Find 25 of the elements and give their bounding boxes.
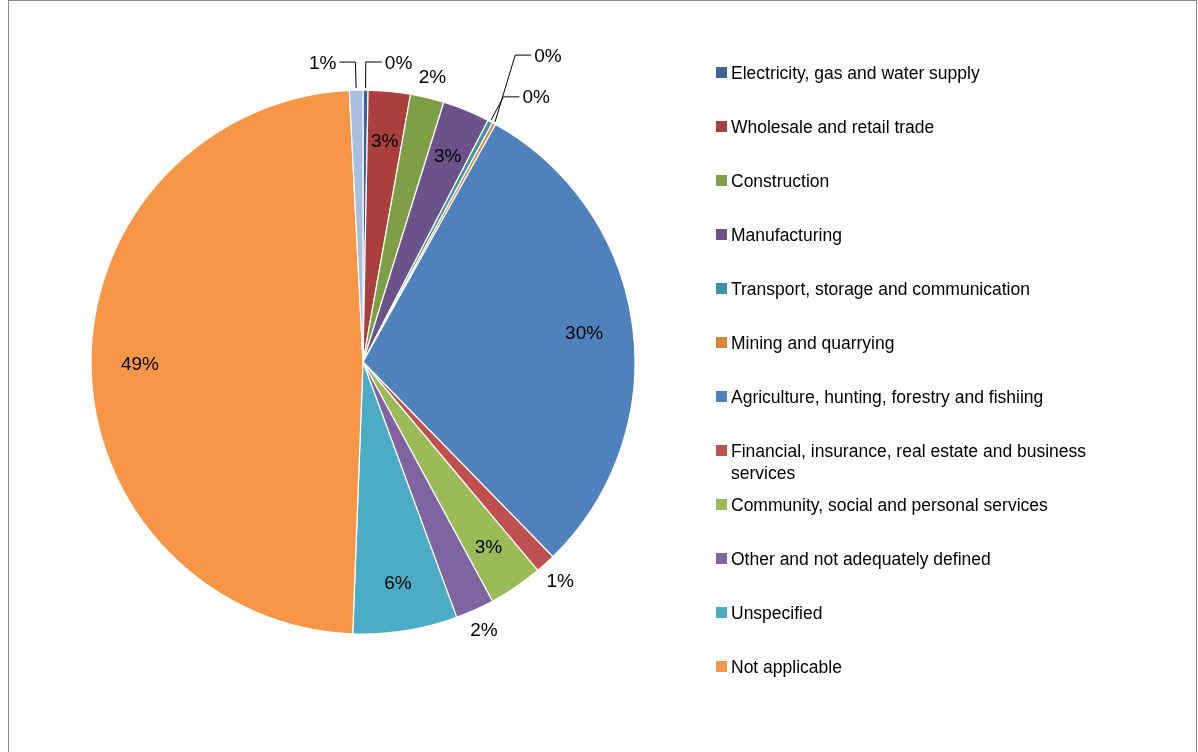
data-label: 1% <box>546 569 575 591</box>
data-label: 0% <box>522 86 550 108</box>
data-label: 2% <box>418 65 447 87</box>
legend-label: Other and not adequately defined <box>731 549 991 569</box>
data-label: 6% <box>384 571 412 593</box>
legend-label: Wholesale and retail trade <box>731 117 935 137</box>
data-label: 3% <box>474 535 503 557</box>
data-label: 49% <box>120 352 160 374</box>
legend-label: Electricity, gas and water supply <box>731 63 980 83</box>
data-label: 0% <box>534 44 562 66</box>
data-label: 2% <box>470 619 498 641</box>
legend-label: Community, social and personal services <box>731 495 1048 515</box>
legend-label: Mining and quarrying <box>731 333 895 353</box>
legend-label: Unspecified <box>731 603 823 623</box>
data-label: 0% <box>384 51 413 73</box>
legend-label: Construction <box>731 171 830 191</box>
legend-label: Financial, insurance, real estate and business services <box>731 441 1087 483</box>
data-label: 3% <box>433 145 462 167</box>
data-label: 30% <box>565 322 604 344</box>
legend-label: Agriculture, hunting, forestry and fishiing <box>731 387 1044 407</box>
data-label: 1% <box>308 51 337 73</box>
data-label: 3% <box>370 129 399 151</box>
legend-label: Not applicable <box>731 657 842 677</box>
legend-label: Transport, storage and communication <box>731 279 1030 299</box>
legend-label: Manufacturing <box>731 225 842 245</box>
